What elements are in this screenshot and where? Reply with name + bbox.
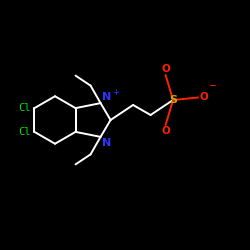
Text: −: − xyxy=(209,81,218,91)
Text: N: N xyxy=(102,92,111,102)
Text: O: O xyxy=(161,64,170,74)
Text: Cl: Cl xyxy=(18,127,31,137)
Text: N: N xyxy=(102,138,111,148)
Text: O: O xyxy=(199,92,208,102)
Text: +: + xyxy=(112,88,119,97)
Text: S: S xyxy=(169,95,177,105)
Text: O: O xyxy=(161,126,170,136)
Text: Cl: Cl xyxy=(18,103,31,113)
